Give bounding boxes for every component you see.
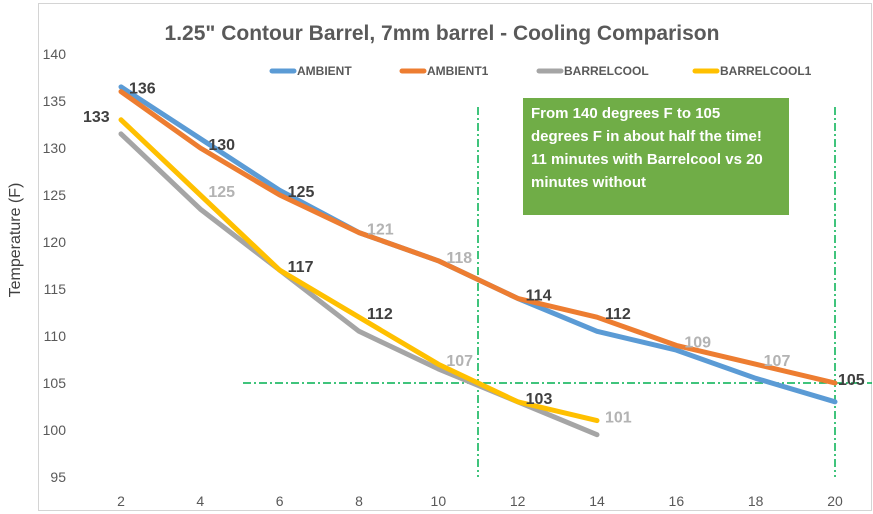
y-tick-label: 140 [43, 46, 67, 62]
legend-label: AMBIENT1 [427, 64, 489, 78]
y-tick-label: 130 [43, 140, 67, 156]
y-tick-label: 115 [44, 281, 67, 297]
x-tick-label: 4 [196, 493, 204, 509]
y-tick-label: 95 [50, 469, 66, 485]
legend-label: BARRELCOOL1 [720, 64, 812, 78]
y-axis-label: Temperature (F) [7, 183, 24, 298]
data-label: 114 [526, 287, 552, 304]
data-label: 112 [605, 306, 631, 323]
y-tick-label: 120 [43, 234, 67, 250]
legend-label: AMBIENT [297, 64, 352, 78]
data-label: 117 [288, 259, 314, 276]
x-tick-label: 16 [669, 493, 685, 509]
series-line-barrelcool1 [118, 117, 600, 424]
legend: AMBIENT AMBIENT1 BARRELCOOL BARRELCOOL1 [269, 64, 812, 78]
x-tick-label: 8 [355, 493, 363, 509]
chart-frame [38, 3, 872, 511]
data-label: 103 [526, 391, 553, 408]
data-label: 105 [838, 372, 865, 389]
y-tick-label: 135 [43, 93, 67, 109]
legend-label: BARRELCOOL [564, 64, 649, 78]
data-label: 125 [288, 184, 315, 201]
y-tick-label: 125 [43, 187, 67, 203]
data-label: 133 [83, 109, 110, 126]
x-tick-label: 2 [117, 493, 125, 509]
data-labels: 136 130 125 121 118 114 112 109 107 105 133 125 117 1… [83, 81, 865, 427]
data-label: 125 [208, 184, 235, 201]
chart-title: 1.25" Contour Barrel, 7mm barrel - Cooli… [165, 22, 720, 45]
data-label: 121 [367, 222, 394, 239]
y-tick-label: 100 [43, 422, 67, 438]
x-tick-label: 12 [510, 493, 526, 509]
annotation-line-1: From 140 degrees F to 105 [531, 105, 720, 122]
data-label: 107 [446, 353, 473, 370]
x-tick-label: 14 [589, 493, 605, 509]
axis-layer: 95 100 105 110 115 120 125 130 135 140 2 4 6 8 10 12 14 1… [43, 46, 843, 509]
annotation-line-2: degrees F in about half the time! [531, 128, 762, 145]
annotation-line-4: minutes without [531, 174, 646, 191]
x-tick-label: 18 [748, 493, 764, 509]
x-tick-label: 20 [827, 493, 843, 509]
data-label: 101 [605, 410, 632, 427]
data-label: 136 [129, 81, 156, 98]
data-label: 118 [446, 250, 472, 267]
data-label: 107 [764, 353, 791, 370]
x-tick-label: 10 [431, 493, 447, 509]
annotation-line-3: 11 minutes with Barrelcool vs 20 [531, 151, 763, 168]
series-lines [118, 84, 838, 438]
y-tick-label: 110 [44, 328, 67, 344]
annotation-background [523, 98, 789, 215]
data-label: 112 [367, 306, 393, 323]
series-line-ambient1 [118, 89, 838, 386]
data-label: 130 [208, 137, 235, 154]
annotation-box: From 140 degrees F to 105 degrees F in a… [523, 98, 789, 215]
data-label: 109 [684, 334, 711, 351]
x-tick-label: 6 [276, 493, 284, 509]
y-tick-label: 105 [43, 375, 67, 391]
